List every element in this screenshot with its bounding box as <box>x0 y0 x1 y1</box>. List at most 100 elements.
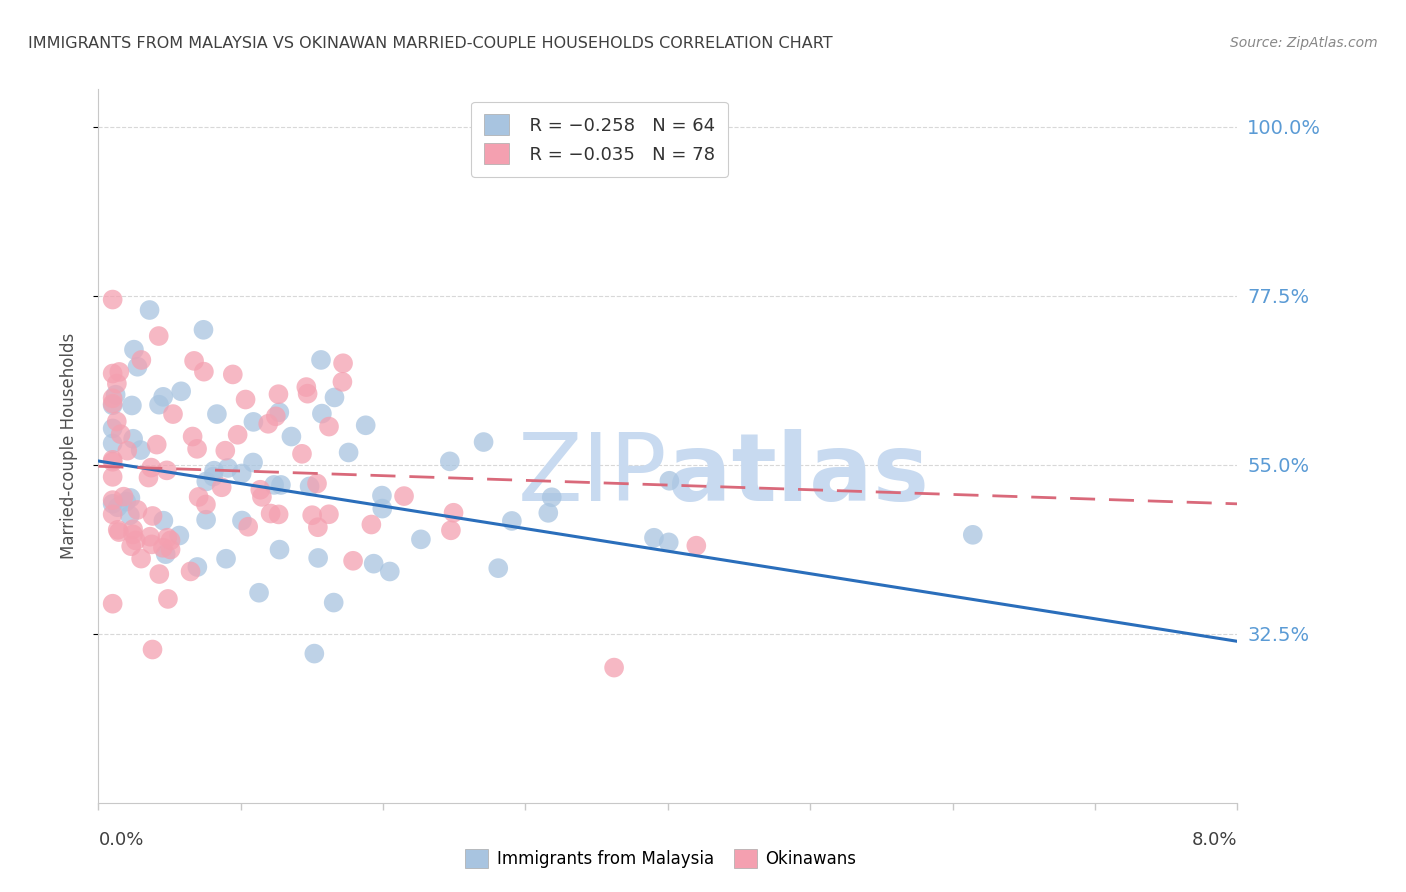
Point <box>145 437 167 451</box>
Point <box>101 508 124 522</box>
Point <box>540 490 562 504</box>
Point <box>337 445 360 459</box>
Point <box>267 508 290 522</box>
Point <box>360 517 382 532</box>
Point <box>264 409 287 424</box>
Point <box>159 542 181 557</box>
Text: 0.0%: 0.0% <box>98 831 143 849</box>
Point <box>257 417 280 431</box>
Point <box>101 455 124 469</box>
Point <box>152 390 174 404</box>
Point <box>122 432 145 446</box>
Point <box>101 421 124 435</box>
Point <box>307 550 329 565</box>
Point <box>141 460 163 475</box>
Point <box>443 506 465 520</box>
Point <box>242 456 264 470</box>
Point <box>181 429 204 443</box>
Point <box>101 470 124 484</box>
Point <box>117 443 139 458</box>
Point <box>205 407 228 421</box>
Point <box>250 490 273 504</box>
Point <box>280 429 302 443</box>
Text: IMMIGRANTS FROM MALAYSIA VS OKINAWAN MARRIED-COUPLE HOUSEHOLDS CORRELATION CHART: IMMIGRANTS FROM MALAYSIA VS OKINAWAN MAR… <box>28 36 832 51</box>
Point <box>141 537 163 551</box>
Point <box>363 557 385 571</box>
Legend: Immigrants from Malaysia, Okinawans: Immigrants from Malaysia, Okinawans <box>458 842 863 875</box>
Point <box>122 527 145 541</box>
Point <box>105 414 128 428</box>
Text: atlas: atlas <box>668 428 929 521</box>
Point <box>472 435 495 450</box>
Point <box>297 386 319 401</box>
Point <box>101 391 124 405</box>
Point <box>603 660 626 674</box>
Point <box>120 539 142 553</box>
Point <box>141 642 163 657</box>
Point <box>318 419 340 434</box>
Point <box>342 554 364 568</box>
Point <box>170 384 193 399</box>
Point <box>148 329 170 343</box>
Point <box>156 463 179 477</box>
Point <box>259 507 281 521</box>
Point <box>226 427 249 442</box>
Point <box>129 551 152 566</box>
Point <box>159 533 181 548</box>
Point <box>269 542 291 557</box>
Point <box>195 475 218 489</box>
Point <box>107 523 129 537</box>
Point <box>127 359 149 374</box>
Point <box>193 365 215 379</box>
Point <box>139 530 162 544</box>
Point <box>112 490 135 504</box>
Point <box>371 501 394 516</box>
Point <box>138 303 160 318</box>
Point <box>270 478 292 492</box>
Point <box>501 514 523 528</box>
Point <box>332 375 354 389</box>
Point <box>307 520 329 534</box>
Point <box>409 533 432 547</box>
Point <box>148 398 170 412</box>
Point <box>131 353 153 368</box>
Point <box>138 470 160 484</box>
Point <box>156 531 179 545</box>
Point <box>269 405 291 419</box>
Point <box>101 597 124 611</box>
Point <box>101 436 124 450</box>
Point <box>658 535 681 549</box>
Point <box>311 407 333 421</box>
Text: ZIP: ZIP <box>519 428 668 521</box>
Point <box>658 474 681 488</box>
Point <box>155 547 177 561</box>
Point <box>118 508 141 523</box>
Point <box>105 376 128 391</box>
Point <box>231 467 253 481</box>
Point <box>108 525 131 540</box>
Point <box>101 493 124 508</box>
Point <box>183 354 205 368</box>
Point <box>202 464 225 478</box>
Point <box>537 506 560 520</box>
Point <box>295 380 318 394</box>
Point <box>643 531 665 545</box>
Point <box>440 524 463 538</box>
Text: Source: ZipAtlas.com: Source: ZipAtlas.com <box>1230 36 1378 50</box>
Point <box>125 533 148 548</box>
Point <box>115 494 138 508</box>
Point <box>263 478 285 492</box>
Point <box>127 503 149 517</box>
Point <box>156 591 179 606</box>
Point <box>322 596 344 610</box>
Point <box>309 353 332 368</box>
Point <box>108 365 131 379</box>
Point <box>120 491 142 505</box>
Point <box>301 508 323 523</box>
Point <box>107 500 129 515</box>
Point <box>291 447 314 461</box>
Point <box>194 498 217 512</box>
Point <box>186 442 208 456</box>
Point <box>298 479 321 493</box>
Point <box>267 387 290 401</box>
